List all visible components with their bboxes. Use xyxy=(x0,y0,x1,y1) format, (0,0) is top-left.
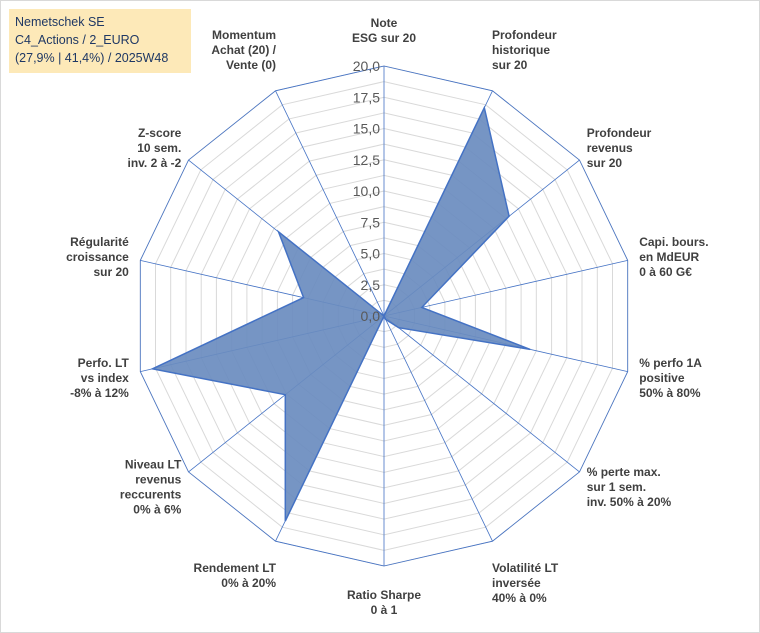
tick-layer: 0,0 2,5 5,0 7,5 10,0 12,5 15,0 17,5 20,0 xyxy=(353,58,380,324)
axis-label-line: Z-score xyxy=(138,126,182,140)
axis-label-line: Vente (0) xyxy=(226,58,276,72)
portfolio-label: C4_Actions / 2_EURO xyxy=(15,33,140,47)
axis-label-line: % perfo 1A xyxy=(639,356,702,370)
score-summary: (27,9% | 41,4%) / 2025W48 xyxy=(15,51,169,65)
radial-tick-label: 10,0 xyxy=(353,183,380,199)
company-name: Nemetschek SE xyxy=(15,15,105,29)
axis-label: Capi. bours. en MdEUR 0 à 60 G€ xyxy=(639,235,708,279)
radial-tick-label: 0,0 xyxy=(361,308,381,324)
axis-spoke xyxy=(275,90,385,317)
axis-label: Z-score 10 sem. inv. 2 à -2 xyxy=(127,126,181,170)
radial-tick-label: 2,5 xyxy=(361,277,381,293)
axis-label-line: en MdEUR xyxy=(639,250,699,264)
axis-label-line: sur 1 sem. xyxy=(587,480,646,494)
axis-label-line: Rendement LT xyxy=(194,561,277,575)
axis-label-line: sur 20 xyxy=(587,156,623,170)
axis-label: % perte max. sur 1 sem. inv. 50% à 20% xyxy=(587,465,672,509)
axis-label: Volatilité LT inversée 40% à 0% xyxy=(492,561,559,605)
axis-label: % perfo 1A positive 50% à 80% xyxy=(639,356,702,400)
axis-label: Profondeur historique sur 20 xyxy=(492,28,557,72)
axis-label-line: revenus xyxy=(135,473,181,487)
area-layer xyxy=(150,105,531,522)
axis-label: Régularité croissance sur 20 xyxy=(66,235,129,279)
axis-label-line: Ratio Sharpe xyxy=(347,588,421,602)
axis-label-line: Perfo. LT xyxy=(78,356,130,370)
axis-label: Rendement LT 0% à 20% xyxy=(194,561,277,590)
axis-label-line: 0 à 60 G€ xyxy=(639,265,692,279)
axis-label-line: positive xyxy=(639,371,685,385)
axis-label-line: Note xyxy=(371,16,398,30)
axis-label-line: inv. 2 à -2 xyxy=(127,156,181,170)
axis-label: Niveau LT revenus reccurents 0% à 6% xyxy=(120,458,182,517)
axis-label-line: vs index xyxy=(81,371,129,385)
axis-label-line: sur 20 xyxy=(492,58,528,72)
axis-label-line: 50% à 80% xyxy=(639,386,701,400)
radial-tick-label: 7,5 xyxy=(361,214,381,230)
axis-label: Ratio Sharpe 0 à 1 xyxy=(347,588,421,617)
axis-label-line: inversée xyxy=(492,576,541,590)
axis-label-line: Profondeur xyxy=(492,28,557,42)
axis-label-line: Achat (20) / xyxy=(211,43,276,57)
axis-label-line: Momentum xyxy=(212,28,276,42)
axis-label-line: Régularité xyxy=(70,235,129,249)
chart-title-box: Nemetschek SE C4_Actions / 2_EURO (27,9%… xyxy=(9,9,191,73)
series-area xyxy=(150,105,531,522)
axis-label: Perfo. LT vs index -8% à 12% xyxy=(70,356,129,400)
axis-label-line: historique xyxy=(492,43,550,57)
radial-tick-label: 12,5 xyxy=(353,152,380,168)
axis-label-layer: Note ESG sur 20 Profondeur historique sur 20… xyxy=(66,16,708,617)
axis-label-line: Volatilité LT xyxy=(492,561,559,575)
axis-spoke xyxy=(383,315,493,542)
radial-tick-label: 20,0 xyxy=(353,58,380,74)
axis-spoke xyxy=(383,315,580,473)
axis-label-line: 0 à 1 xyxy=(371,603,398,617)
axis-label-line: 0% à 20% xyxy=(221,576,276,590)
axis-label-line: inv. 50% à 20% xyxy=(587,495,672,509)
axis-label-line: 10 sem. xyxy=(137,141,181,155)
axis-label-line: Niveau LT xyxy=(125,458,182,472)
axis-label-line: reccurents xyxy=(120,488,182,502)
outer-ring xyxy=(139,65,629,567)
axis-label-line: 0% à 6% xyxy=(133,503,181,517)
axis-label-line: Profondeur xyxy=(587,126,652,140)
radial-tick-label: 5,0 xyxy=(361,246,381,262)
radial-tick-label: 17,5 xyxy=(353,89,380,105)
axis-label: Note ESG sur 20 xyxy=(352,16,416,45)
axis-label-line: % perte max. xyxy=(587,465,661,479)
axis-label-line: ESG sur 20 xyxy=(352,31,416,45)
axis-label-line: croissance xyxy=(66,250,129,264)
axis-label-line: revenus xyxy=(587,141,633,155)
axis-label: Momentum Achat (20) / Vente (0) xyxy=(211,28,276,72)
axis-label-line: -8% à 12% xyxy=(70,386,129,400)
axis-label-line: 40% à 0% xyxy=(492,591,547,605)
radial-tick-label: 15,0 xyxy=(353,121,380,137)
axis-label-line: sur 20 xyxy=(93,265,129,279)
axis-label-line: Capi. bours. xyxy=(639,235,708,249)
axis-spoke xyxy=(383,260,628,317)
axis-label: Profondeur revenus sur 20 xyxy=(587,126,652,170)
